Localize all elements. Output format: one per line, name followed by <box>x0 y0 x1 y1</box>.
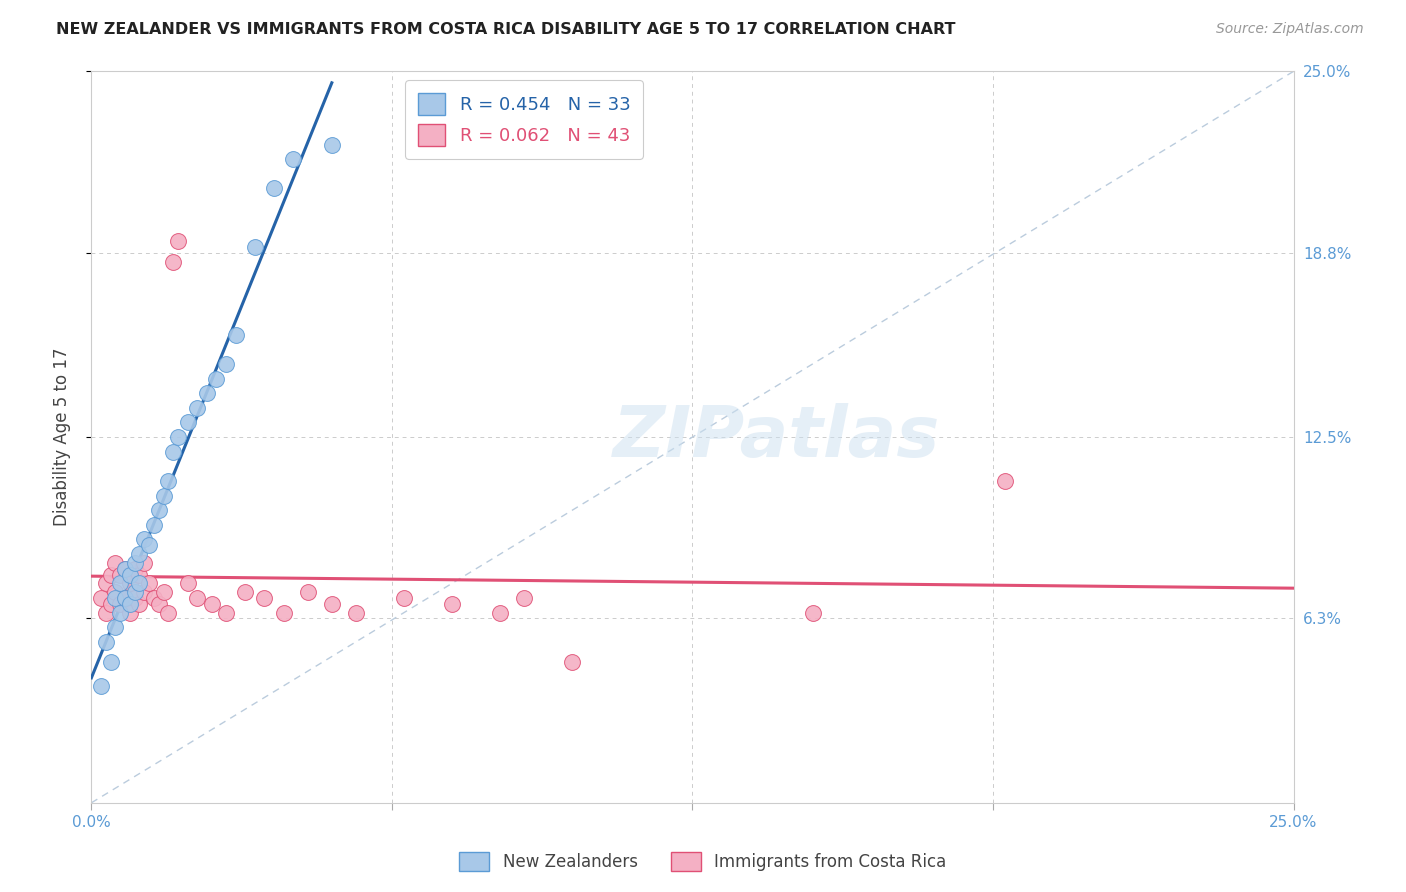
Point <box>110 567 132 582</box>
Point <box>205 371 228 385</box>
Point <box>124 562 146 576</box>
Point <box>321 137 343 152</box>
Point <box>114 562 136 576</box>
Point <box>513 591 536 605</box>
Point <box>128 547 150 561</box>
Point <box>321 597 343 611</box>
Point <box>176 576 198 591</box>
Point <box>100 656 122 670</box>
Point <box>128 597 150 611</box>
Point <box>176 416 198 430</box>
Point <box>142 591 165 605</box>
Point <box>104 556 127 570</box>
Point <box>94 606 117 620</box>
Point <box>561 656 583 670</box>
Point <box>110 597 132 611</box>
Point <box>157 606 180 620</box>
Point <box>124 585 146 599</box>
Point <box>128 576 150 591</box>
Point <box>186 591 208 605</box>
Point <box>110 576 132 591</box>
Point <box>134 556 156 570</box>
Point <box>225 327 247 342</box>
Point <box>118 576 141 591</box>
Point <box>134 585 156 599</box>
Point <box>134 533 156 547</box>
Point <box>195 386 218 401</box>
Point <box>152 585 174 599</box>
Point <box>273 606 295 620</box>
Point <box>167 430 190 444</box>
Point <box>128 567 150 582</box>
Point <box>104 591 127 605</box>
Point <box>90 679 112 693</box>
Point <box>297 585 319 599</box>
Point <box>114 562 136 576</box>
Legend: R = 0.454   N = 33, R = 0.062   N = 43: R = 0.454 N = 33, R = 0.062 N = 43 <box>405 80 643 159</box>
Point <box>90 591 112 605</box>
Point <box>994 474 1017 488</box>
Point <box>114 591 136 605</box>
Point <box>138 538 160 552</box>
Point <box>142 517 165 532</box>
Point <box>392 591 415 605</box>
Point <box>201 597 224 611</box>
Point <box>253 591 276 605</box>
Point <box>114 591 136 605</box>
Point <box>152 489 174 503</box>
Point <box>148 597 170 611</box>
Point <box>118 597 141 611</box>
Point <box>283 152 305 166</box>
Point <box>801 606 824 620</box>
Point <box>167 234 190 248</box>
Point <box>118 567 141 582</box>
Point <box>186 401 208 415</box>
Point <box>138 576 160 591</box>
Point <box>104 620 127 634</box>
Point <box>110 606 132 620</box>
Point <box>94 576 117 591</box>
Point <box>344 606 367 620</box>
Point <box>104 585 127 599</box>
Point <box>94 635 117 649</box>
Point <box>100 597 122 611</box>
Point <box>233 585 256 599</box>
Point <box>215 357 238 371</box>
Text: NEW ZEALANDER VS IMMIGRANTS FROM COSTA RICA DISABILITY AGE 5 TO 17 CORRELATION C: NEW ZEALANDER VS IMMIGRANTS FROM COSTA R… <box>56 22 956 37</box>
Text: Source: ZipAtlas.com: Source: ZipAtlas.com <box>1216 22 1364 37</box>
Point <box>124 591 146 605</box>
Point <box>100 567 122 582</box>
Point <box>157 474 180 488</box>
Point <box>162 254 184 268</box>
Point <box>489 606 512 620</box>
Text: ZIPatlas: ZIPatlas <box>613 402 941 472</box>
Point <box>118 606 141 620</box>
Point <box>162 444 184 458</box>
Point <box>148 503 170 517</box>
Point <box>124 556 146 570</box>
Point <box>263 181 285 195</box>
Point <box>440 597 463 611</box>
Point <box>243 240 266 254</box>
Legend: New Zealanders, Immigrants from Costa Rica: New Zealanders, Immigrants from Costa Ri… <box>451 843 955 880</box>
Point <box>215 606 238 620</box>
Y-axis label: Disability Age 5 to 17: Disability Age 5 to 17 <box>52 348 70 526</box>
